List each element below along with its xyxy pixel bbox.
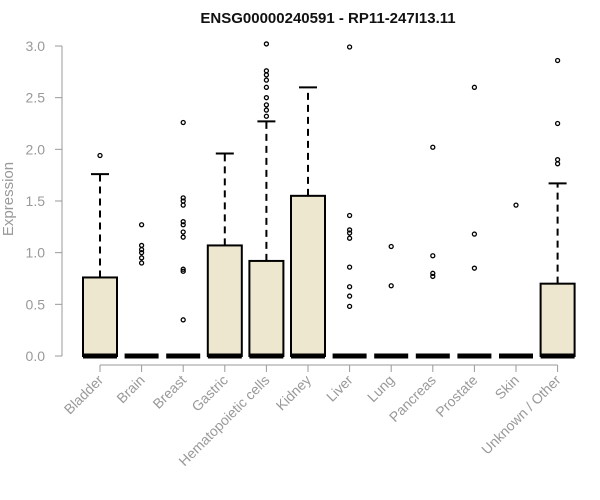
outlier-point (471, 265, 478, 271)
outlier-point (346, 44, 353, 50)
box-body (82, 276, 118, 358)
outlier-point (263, 72, 270, 78)
box-body (539, 282, 576, 357)
outlier-point (97, 152, 103, 159)
outlier-point (430, 144, 436, 150)
outlier-point (388, 283, 394, 289)
outlier-point (263, 77, 270, 83)
y-tick-label: 2.5 (26, 90, 46, 106)
x-tick-label: Kidney (273, 372, 315, 414)
y-tick-label: 3.0 (26, 38, 46, 54)
outlier-point (471, 84, 478, 90)
outlier-point (346, 230, 353, 236)
box-kidney (290, 86, 326, 359)
outlier-point (138, 250, 145, 256)
outlier-point (138, 260, 145, 266)
box-brain (124, 222, 159, 359)
outlier-point (180, 234, 186, 240)
box-series (82, 41, 576, 359)
chart-title: ENSG00000240591 - RP11-247I13.11 (200, 10, 455, 27)
y-tick-label: 1.0 (26, 245, 46, 261)
box-breast (166, 119, 201, 359)
outlier-point (263, 107, 270, 113)
y-tick-label: 2.0 (26, 141, 46, 157)
outlier-point (263, 95, 270, 101)
outlier-point (180, 119, 186, 126)
outlier-point (263, 84, 270, 90)
box-unknown-other (539, 57, 576, 359)
box-skin (499, 202, 533, 359)
x-tick-label: Skin (492, 372, 523, 403)
x-tick-label: Bladder (61, 372, 107, 418)
x-tick-label: Prostate (432, 372, 480, 420)
outlier-point (388, 243, 394, 250)
y-tick-label: 0.0 (26, 348, 46, 364)
y-tick-label: 1.5 (26, 193, 46, 209)
outlier-point (346, 235, 353, 241)
box-prostate (457, 84, 492, 359)
outlier-point (180, 222, 186, 228)
outlier-point (263, 113, 270, 119)
y-axis: 0.0 0.5 1.0 1.5 2.0 2.5 3.0 (26, 38, 63, 364)
box-liver (332, 44, 367, 359)
box-body (206, 244, 243, 357)
outlier-point (180, 268, 186, 274)
x-tick-label: Unknown / Other (478, 372, 564, 458)
outlier-point (430, 253, 436, 259)
box-hematopoietic-cells (248, 41, 285, 359)
y-tick-label: 0.5 (26, 296, 46, 312)
x-tick-label: Brain (113, 372, 147, 406)
outlier-point (180, 266, 186, 272)
outlier-point (180, 317, 186, 323)
outlier-point (263, 102, 270, 108)
outlier-point (180, 219, 186, 225)
outlier-point (554, 157, 561, 163)
outlier-point (346, 264, 353, 270)
outlier-point (180, 229, 186, 235)
outlier-point (138, 242, 145, 249)
outlier-point (513, 202, 519, 208)
box-gastric (206, 152, 243, 359)
x-tick-label: Lung (364, 372, 397, 405)
outlier-point (346, 227, 353, 233)
outlier-point (346, 293, 353, 299)
outlier-point (430, 273, 436, 280)
outlier-point (471, 231, 478, 237)
outlier-point (430, 270, 436, 276)
outlier-point (138, 255, 145, 261)
box-lung (374, 243, 409, 359)
outlier-point (346, 212, 353, 219)
box-pancreas (415, 144, 450, 359)
outlier-point (346, 303, 353, 310)
x-tick-label: Liver (323, 372, 356, 405)
box-body (290, 194, 326, 357)
outlier-point (138, 246, 145, 253)
outlier-point (554, 57, 561, 64)
outlier-point (346, 284, 353, 290)
outlier-point (263, 68, 270, 74)
x-tick-label: Breast (149, 372, 189, 412)
box-body (248, 259, 285, 357)
outlier-point (263, 41, 270, 47)
outlier-point (138, 222, 145, 228)
y-axis-label: Expression (0, 162, 17, 236)
outlier-point (554, 120, 561, 127)
outlier-point (180, 198, 186, 204)
outlier-point (180, 195, 186, 201)
outlier-point (180, 202, 186, 208)
outlier-point (554, 161, 561, 167)
box-bladder (82, 152, 118, 359)
